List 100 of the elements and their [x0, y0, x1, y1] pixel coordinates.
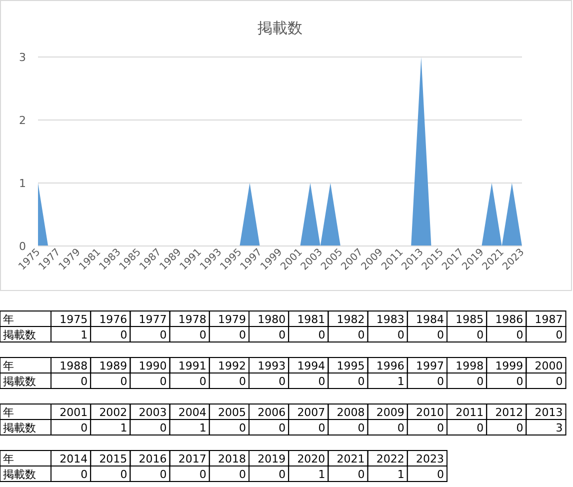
data-label: 0 [278, 328, 286, 342]
data-label: 0 [199, 468, 206, 481]
y-tick-label: 1 [19, 176, 26, 190]
y-tick-label: 掲載数 [3, 422, 36, 434]
data-label: 0 [120, 468, 128, 481]
x-tick-label: 1997 [416, 360, 444, 372]
data-label: 0 [318, 328, 326, 342]
x-tick-label: 1988 [60, 360, 88, 372]
x-tick-label: 2002 [99, 406, 128, 419]
x-tick-label: 2001 [60, 406, 88, 419]
x-tick-label: 2009 [376, 406, 404, 419]
x-tick-label: 2008 [336, 406, 365, 419]
y-tick-label: 掲載数 [3, 375, 36, 388]
x-tick-label: 2010 [416, 406, 444, 419]
x-tick-label: 1984 [416, 313, 444, 326]
data-label: 1 [120, 422, 128, 434]
data-label: 0 [516, 375, 524, 388]
x-tick-label: 2014 [60, 452, 88, 466]
x-tick-label: 1989 [99, 360, 128, 372]
data-label: 0 [358, 375, 365, 388]
x-tick-label: 1982 [336, 313, 365, 326]
x-axis-title: 年 [3, 313, 14, 326]
x-tick-label: 1980 [258, 313, 286, 326]
data-label: 1 [80, 328, 88, 342]
x-tick-label: 2011 [456, 406, 484, 419]
x-tick-label: 1976 [99, 313, 128, 326]
data-label: 0 [437, 328, 444, 342]
data-label: 0 [437, 422, 444, 434]
x-tick-label: 1990 [138, 360, 167, 372]
data-label: 0 [358, 328, 365, 342]
data-label: 0 [358, 468, 365, 481]
y-tick-label: 掲載数 [3, 328, 36, 342]
x-tick-label: 1985 [456, 313, 484, 326]
data-label: 0 [516, 328, 524, 342]
x-tick-label: 2022 [376, 452, 404, 466]
data-label: 0 [199, 375, 206, 388]
data-label: 0 [160, 328, 167, 342]
x-tick-label: 1987 [534, 313, 563, 326]
data-label: 0 [239, 328, 246, 342]
data-label: 0 [476, 328, 484, 342]
data-label: 0 [239, 375, 246, 388]
data-label: 0 [278, 422, 286, 434]
data-label: 0 [556, 328, 563, 342]
data-label: 0 [278, 468, 286, 481]
x-tick-label: 2017 [178, 452, 206, 466]
x-tick-label: 1995 [336, 360, 365, 372]
x-tick-label: 2023 [416, 452, 444, 466]
data-label: 0 [318, 422, 326, 434]
data-label: 0 [80, 375, 88, 388]
data-label: 0 [239, 468, 246, 481]
x-tick-label: 1981 [297, 313, 326, 326]
x-tick-label: 2015 [99, 452, 128, 466]
data-label: 0 [278, 375, 286, 388]
x-tick-label: 1996 [376, 360, 404, 372]
x-tick-label: 2007 [297, 406, 326, 419]
x-tick-label: 1986 [495, 313, 524, 326]
x-tick-label: 1991 [178, 360, 206, 372]
x-tick-label: 1999 [495, 360, 524, 372]
x-axis-title: 年 [3, 360, 14, 372]
data-label: 0 [397, 422, 404, 434]
data-label: 0 [160, 422, 167, 434]
x-tick-label: 1992 [218, 360, 246, 372]
x-tick-label: 1975 [60, 313, 88, 326]
data-label: 0 [358, 422, 365, 434]
x-tick-label: 1993 [258, 360, 286, 372]
data-label: 0 [80, 468, 88, 481]
data-label: 0 [516, 422, 524, 434]
x-tick-label: 2016 [138, 452, 167, 466]
data-label: 1 [199, 422, 206, 434]
data-label: 0 [437, 468, 444, 481]
data-label: 0 [556, 375, 563, 388]
x-tick-label: 2006 [258, 406, 286, 419]
data-label: 0 [120, 328, 128, 342]
data-label: 0 [80, 422, 88, 434]
data-label: 0 [160, 468, 167, 481]
y-tick-label: 0 [19, 240, 26, 253]
x-tick-label: 1979 [218, 313, 246, 326]
x-tick-label: 1978 [178, 313, 206, 326]
data-label: 0 [476, 422, 484, 434]
y-tick-label: 3 [19, 50, 26, 64]
x-tick-label: 1983 [376, 313, 404, 326]
x-tick-label: 1998 [456, 360, 484, 372]
x-tick-label: 2013 [534, 406, 563, 419]
x-tick-label: 2018 [218, 452, 246, 466]
x-tick-label: 2005 [218, 406, 246, 419]
data-label: 0 [160, 375, 167, 388]
x-tick-label: 2021 [336, 452, 365, 466]
chart-title: 掲載数 [258, 19, 302, 37]
data-label: 1 [397, 375, 404, 388]
y-tick-label: 2 [19, 114, 26, 127]
x-tick-label: 2004 [178, 406, 206, 419]
x-tick-label: 2003 [138, 406, 167, 419]
data-label: 0 [199, 328, 206, 342]
x-tick-label: 2000 [534, 360, 563, 372]
x-tick-label: 1994 [297, 360, 326, 372]
x-tick-label: 1977 [138, 313, 167, 326]
x-axis-title: 年 [3, 452, 14, 466]
data-label: 0 [318, 375, 326, 388]
data-label: 0 [437, 375, 444, 388]
x-axis-title: 年 [3, 406, 14, 419]
